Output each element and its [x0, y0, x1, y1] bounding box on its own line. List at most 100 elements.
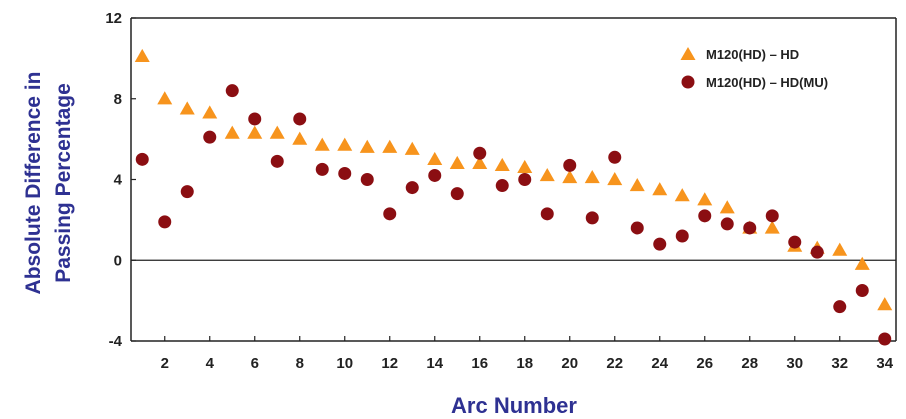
- circle-point: [360, 173, 374, 186]
- circle-point: [608, 150, 622, 164]
- triangle-point: [269, 125, 285, 139]
- y-axis-title: Absolute Difference in Passing Percentag…: [22, 72, 75, 295]
- triangle-point: [382, 139, 398, 153]
- x-tick-label: 30: [786, 355, 803, 372]
- circle-point: [135, 152, 149, 166]
- circle-point: [203, 130, 217, 144]
- triangle-point: [674, 188, 690, 202]
- legend-label-series-1: M120(HD) – HD: [706, 47, 799, 62]
- triangle-point: [832, 242, 848, 256]
- triangle-point: [359, 139, 375, 153]
- circle-point: [338, 166, 352, 180]
- triangle-point: [292, 131, 308, 145]
- triangle-point: [247, 125, 263, 139]
- triangle-point: [877, 297, 893, 311]
- triangle-point: [404, 141, 420, 155]
- y-tick-label: -4: [109, 333, 123, 350]
- triangle-point: [449, 155, 465, 169]
- axes: [130, 17, 897, 342]
- x-tick-label: 20: [561, 355, 578, 372]
- circle-point: [563, 158, 577, 172]
- x-tick-label: 6: [251, 355, 259, 372]
- x-tick-label: 10: [336, 355, 353, 372]
- circle-point: [450, 187, 464, 201]
- series-2-points: [135, 84, 892, 346]
- y-axis-title-line-1: Absolute Difference in: [22, 72, 45, 295]
- legend-circle-marker: [681, 75, 695, 89]
- triangle-point: [629, 178, 645, 192]
- circle-point: [315, 162, 329, 176]
- x-tick-label: 26: [696, 355, 713, 372]
- circle-point: [405, 181, 419, 195]
- x-axis-title: Arc Number: [451, 393, 577, 418]
- triangle-point: [652, 182, 668, 196]
- circle-point: [383, 207, 397, 221]
- triangle-point: [854, 256, 870, 270]
- x-tick-label: 24: [651, 355, 668, 372]
- triangle-point: [562, 169, 578, 184]
- y-tick-label: 4: [114, 172, 123, 189]
- triangle-point: [179, 101, 195, 115]
- legend-label-series-2: M120(HD) – HD(MU): [706, 75, 828, 90]
- circle-point: [158, 215, 172, 229]
- circle-point: [518, 173, 532, 186]
- triangle-point: [697, 192, 713, 206]
- circle-point: [810, 245, 824, 259]
- x-tick-label: 34: [876, 355, 893, 372]
- circle-point: [428, 168, 442, 182]
- circle-point: [743, 221, 757, 235]
- triangle-point: [157, 91, 173, 105]
- circle-point: [270, 154, 284, 168]
- circle-point: [473, 146, 487, 160]
- x-tick-label: 28: [741, 355, 758, 372]
- triangle-point: [517, 159, 533, 174]
- triangle-point: [764, 220, 780, 234]
- triangle-point: [494, 157, 510, 171]
- circle-point: [495, 179, 509, 193]
- triangle-point: [314, 137, 330, 151]
- circle-point: [698, 209, 712, 223]
- circle-point: [180, 185, 194, 199]
- triangle-point: [224, 125, 240, 139]
- x-tick-label: 18: [516, 355, 533, 372]
- circle-point: [855, 284, 869, 298]
- circle-point: [653, 237, 667, 251]
- circle-point: [585, 211, 599, 225]
- triangle-point: [427, 151, 443, 165]
- x-tick-label: 14: [426, 355, 443, 372]
- y-axis-ticks: -4 0 4 8 12: [105, 10, 136, 350]
- y-tick-label: 12: [105, 10, 122, 27]
- x-tick-label: 22: [606, 355, 623, 372]
- circle-point: [765, 209, 779, 223]
- x-tick-label: 2: [161, 355, 169, 372]
- legend: M120(HD) – HD M120(HD) – HD(MU): [680, 47, 828, 90]
- x-tick-label: 8: [296, 355, 304, 372]
- data-marks: [134, 48, 893, 346]
- circle-point: [248, 112, 262, 126]
- triangle-point: [607, 172, 623, 186]
- triangle-point: [719, 200, 735, 214]
- triangle-point: [472, 155, 488, 169]
- triangle-point: [539, 167, 555, 182]
- circle-point: [630, 221, 644, 235]
- x-tick-label: 4: [206, 355, 215, 372]
- y-tick-label: 8: [114, 91, 122, 108]
- triangle-point: [202, 105, 218, 119]
- x-axis-ticks: 2 4 6 8 10 12 14 16 18 20 22 24 26 28 30 32 34: [161, 336, 894, 372]
- y-axis-title-line-2: Passing Percentage: [52, 83, 75, 283]
- circle-point: [225, 84, 239, 98]
- x-tick-label: 12: [381, 355, 398, 372]
- triangle-point: [337, 137, 353, 151]
- triangle-point: [584, 169, 600, 184]
- x-tick-label: 32: [831, 355, 848, 372]
- legend-triangle-marker: [680, 47, 696, 60]
- y-tick-label: 0: [114, 252, 122, 269]
- circle-point: [675, 229, 689, 243]
- circle-point: [293, 112, 307, 126]
- triangle-point: [134, 48, 150, 62]
- circle-point: [788, 235, 802, 249]
- circle-point: [833, 300, 847, 314]
- circle-point: [878, 332, 892, 346]
- circle-point: [720, 217, 734, 231]
